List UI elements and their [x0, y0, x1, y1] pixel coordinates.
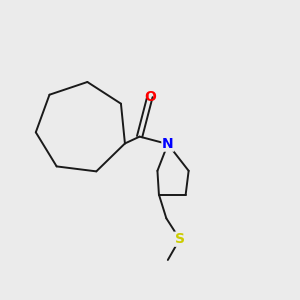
- Text: N: N: [162, 137, 174, 151]
- Text: S: S: [175, 232, 185, 246]
- Text: O: O: [144, 89, 156, 103]
